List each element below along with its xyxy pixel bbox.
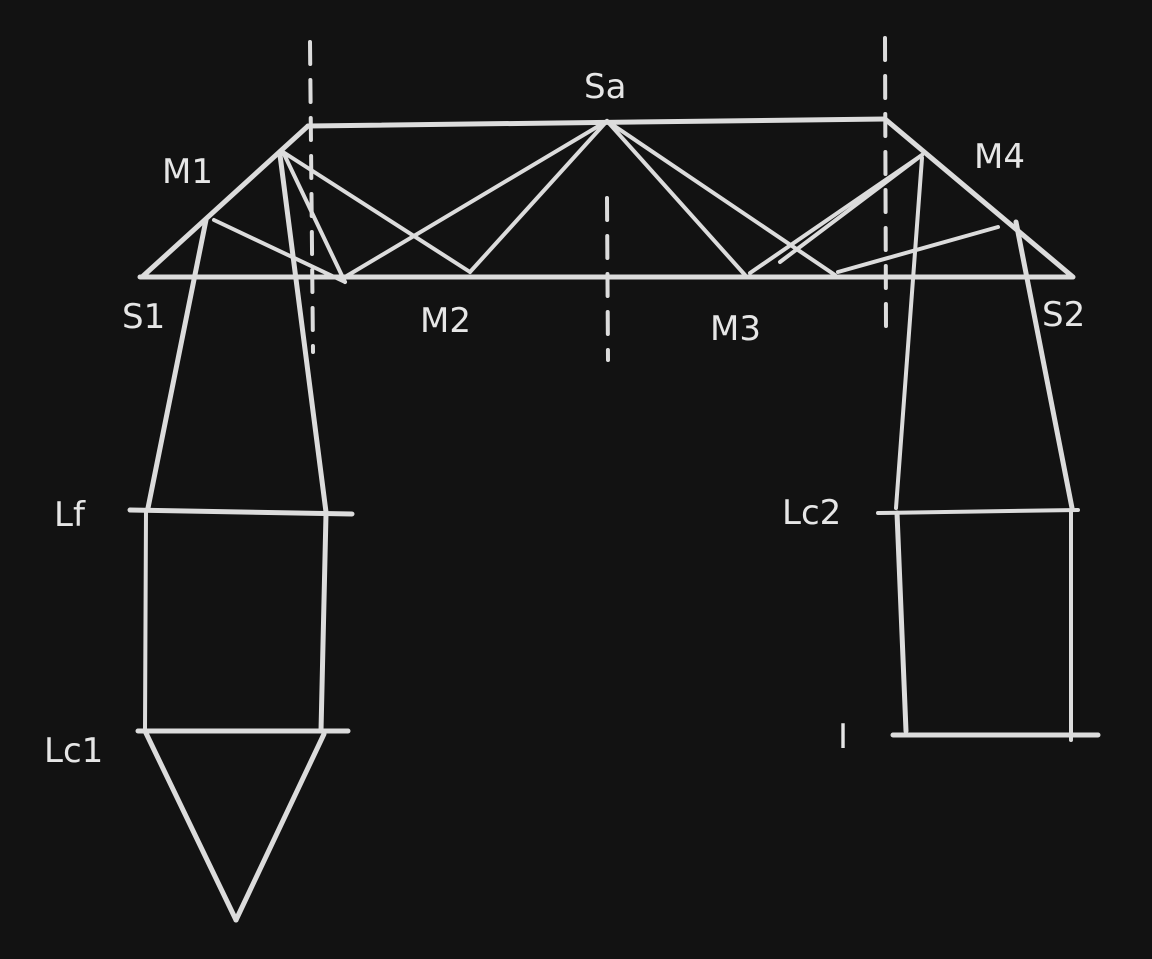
top-chord (305, 116, 888, 129)
web-m1-left (281, 150, 347, 284)
left-post-outer (143, 508, 148, 733)
left-slope (139, 123, 311, 280)
web-m2-sa (468, 119, 609, 274)
lc2-bar (876, 508, 1080, 515)
node-labels: Sa M1 M4 S1 M2 M3 S2 Lf Lc2 Lc1 I (44, 67, 1085, 771)
lf-bar (127, 507, 355, 517)
web-m1-m2 (281, 150, 472, 274)
label-lf: Lf (54, 495, 86, 535)
right-leg-outer (1013, 219, 1075, 511)
web-lower-right (836, 225, 1000, 274)
left-reference-line (308, 40, 315, 354)
label-m3: M3 (710, 309, 761, 349)
right-slope (882, 116, 1076, 280)
web-m4-lower (778, 153, 924, 264)
left-post-inner (318, 511, 329, 734)
left-leg (127, 152, 355, 923)
label-lc2: Lc2 (782, 493, 841, 533)
label-i: I (838, 717, 848, 757)
truss-members (137, 116, 1076, 284)
web-sa-right (605, 119, 837, 277)
label-s2: S2 (1042, 295, 1085, 335)
right-post-inner (894, 510, 909, 734)
left-point-outer (142, 728, 239, 923)
label-m4: M4 (974, 137, 1025, 177)
web-sa-m3 (605, 119, 747, 277)
right-leg (876, 156, 1101, 742)
label-lc1: Lc1 (44, 731, 103, 771)
label-m1: M1 (162, 152, 213, 192)
web-lower-left (212, 218, 347, 284)
left-point-inner (233, 731, 327, 923)
label-sa: Sa (584, 67, 626, 107)
right-leg-inner (894, 156, 924, 510)
right-reference-line (883, 36, 888, 330)
label-m2: M2 (420, 301, 471, 341)
web-left-to-sa (343, 119, 609, 279)
left-leg-outer (145, 217, 209, 511)
label-s1: S1 (122, 297, 165, 337)
left-leg-inner (277, 152, 329, 515)
